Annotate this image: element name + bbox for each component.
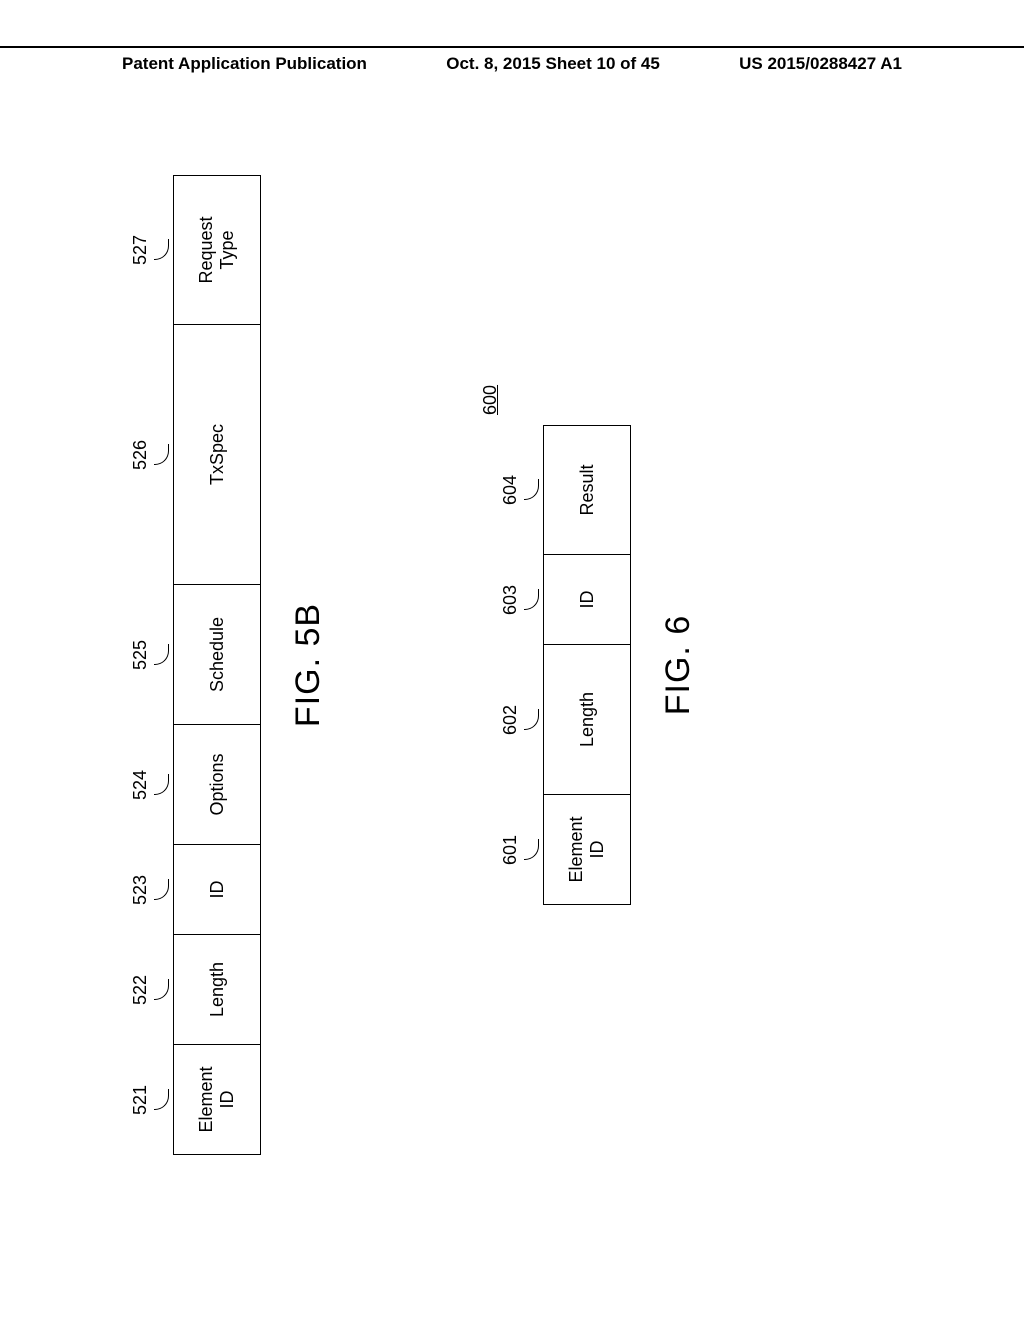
fig5b-label: FIG. 5B [289, 603, 328, 727]
fig5b-cell-524: Options [173, 725, 261, 845]
diagram-area: 521522523524525526527 Element IDLengthID… [130, 175, 880, 1175]
fig5b-ref-524: 524 [130, 725, 173, 845]
fig5b-cell-526: TxSpec [173, 325, 261, 585]
fig6-ref-603: 603 [500, 555, 543, 645]
fig5b-ref-522: 522 [130, 935, 173, 1045]
fig6-cell-601: Element ID [543, 795, 631, 905]
fig6-cell-604: Result [543, 425, 631, 555]
header-left: Patent Application Publication [122, 54, 367, 74]
fig6-box-row: Element IDLengthIDResult [543, 425, 631, 905]
fig-5b: 521522523524525526527 Element IDLengthID… [130, 175, 328, 1155]
fig5b-cell-525: Schedule [173, 585, 261, 725]
fig5b-ref-row: 521522523524525526527 [130, 175, 173, 1155]
fig5b-cell-522: Length [173, 935, 261, 1045]
fig6-label: FIG. 6 [659, 615, 698, 715]
fig5b-ref-521: 521 [130, 1045, 173, 1155]
fig6-overall-ref: 600 [480, 385, 501, 415]
fig5b-cell-523: ID [173, 845, 261, 935]
fig-6: 601602603604 Element IDLengthIDResult FI… [500, 425, 698, 905]
rotated-canvas: 521522523524525526527 Element IDLengthID… [130, 175, 870, 1155]
fig5b-ref-527: 527 [130, 175, 173, 325]
fig6-cell-603: ID [543, 555, 631, 645]
fig5b-cell-521: Element ID [173, 1045, 261, 1155]
fig6-ref-604: 604 [500, 425, 543, 555]
fig5b-ref-526: 526 [130, 325, 173, 585]
fig5b-ref-523: 523 [130, 845, 173, 935]
fig6-cell-602: Length [543, 645, 631, 795]
page-header: Patent Application Publication Oct. 8, 2… [0, 46, 1024, 74]
fig5b-box-row: Element IDLengthIDOptionsScheduleTxSpecR… [173, 175, 261, 1155]
fig6-ref-602: 602 [500, 645, 543, 795]
header-right: US 2015/0288427 A1 [739, 54, 902, 74]
fig5b-ref-525: 525 [130, 585, 173, 725]
fig5b-cell-527: Request Type [173, 175, 261, 325]
header-center: Oct. 8, 2015 Sheet 10 of 45 [446, 54, 660, 74]
fig6-ref-601: 601 [500, 795, 543, 905]
fig6-ref-row: 601602603604 [500, 425, 543, 905]
